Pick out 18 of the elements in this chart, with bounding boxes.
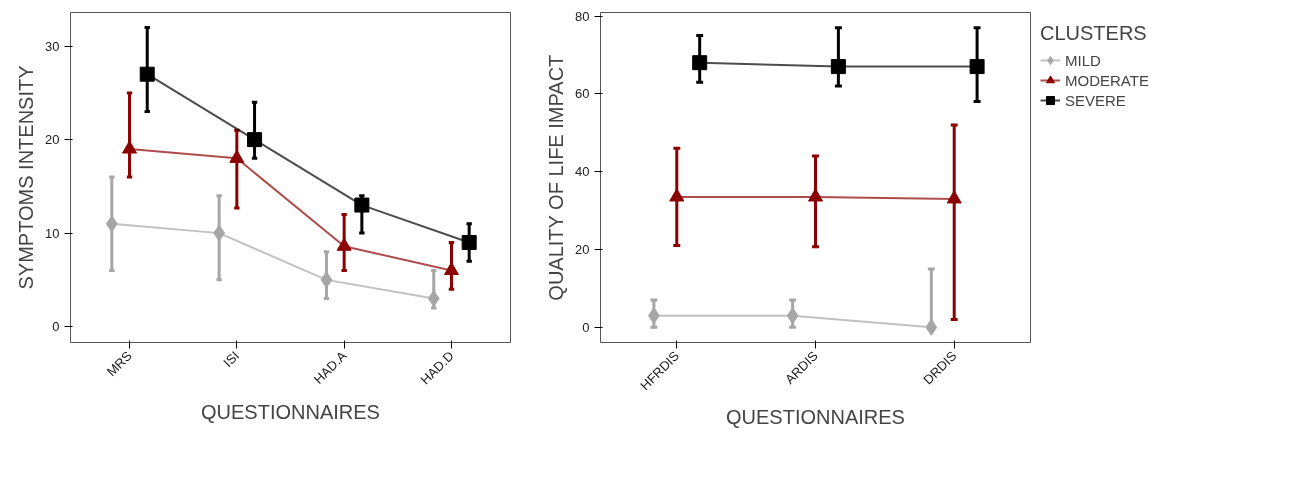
y-tick-label: 60	[575, 86, 590, 102]
y-axis-title: SYMPTOMS INTENSITY	[15, 65, 38, 290]
y-tick-label: 0	[52, 319, 60, 335]
x-axis-title: QUESTIONNAIRES	[726, 406, 905, 429]
y-tick-label: 20	[45, 132, 60, 148]
x-tick-label: ISI	[220, 348, 243, 371]
x-axis-title: QUESTIONNAIRES	[201, 400, 380, 423]
y-tick-label: 0	[582, 319, 590, 335]
y-tick-label: 30	[45, 38, 60, 54]
legend-label: MODERATE	[1065, 71, 1149, 89]
y-tick-label: 80	[575, 8, 590, 24]
y-axis-title: QUALITY OF LIFE IMPACT	[545, 54, 568, 301]
legend-label: SEVERE	[1065, 91, 1126, 109]
legend-title: CLUSTERS	[1040, 22, 1148, 45]
y-tick-label: 10	[45, 225, 60, 241]
y-tick-label: 40	[575, 164, 590, 180]
y-tick-label: 20	[575, 241, 590, 257]
legend-label: MILD	[1065, 51, 1101, 69]
